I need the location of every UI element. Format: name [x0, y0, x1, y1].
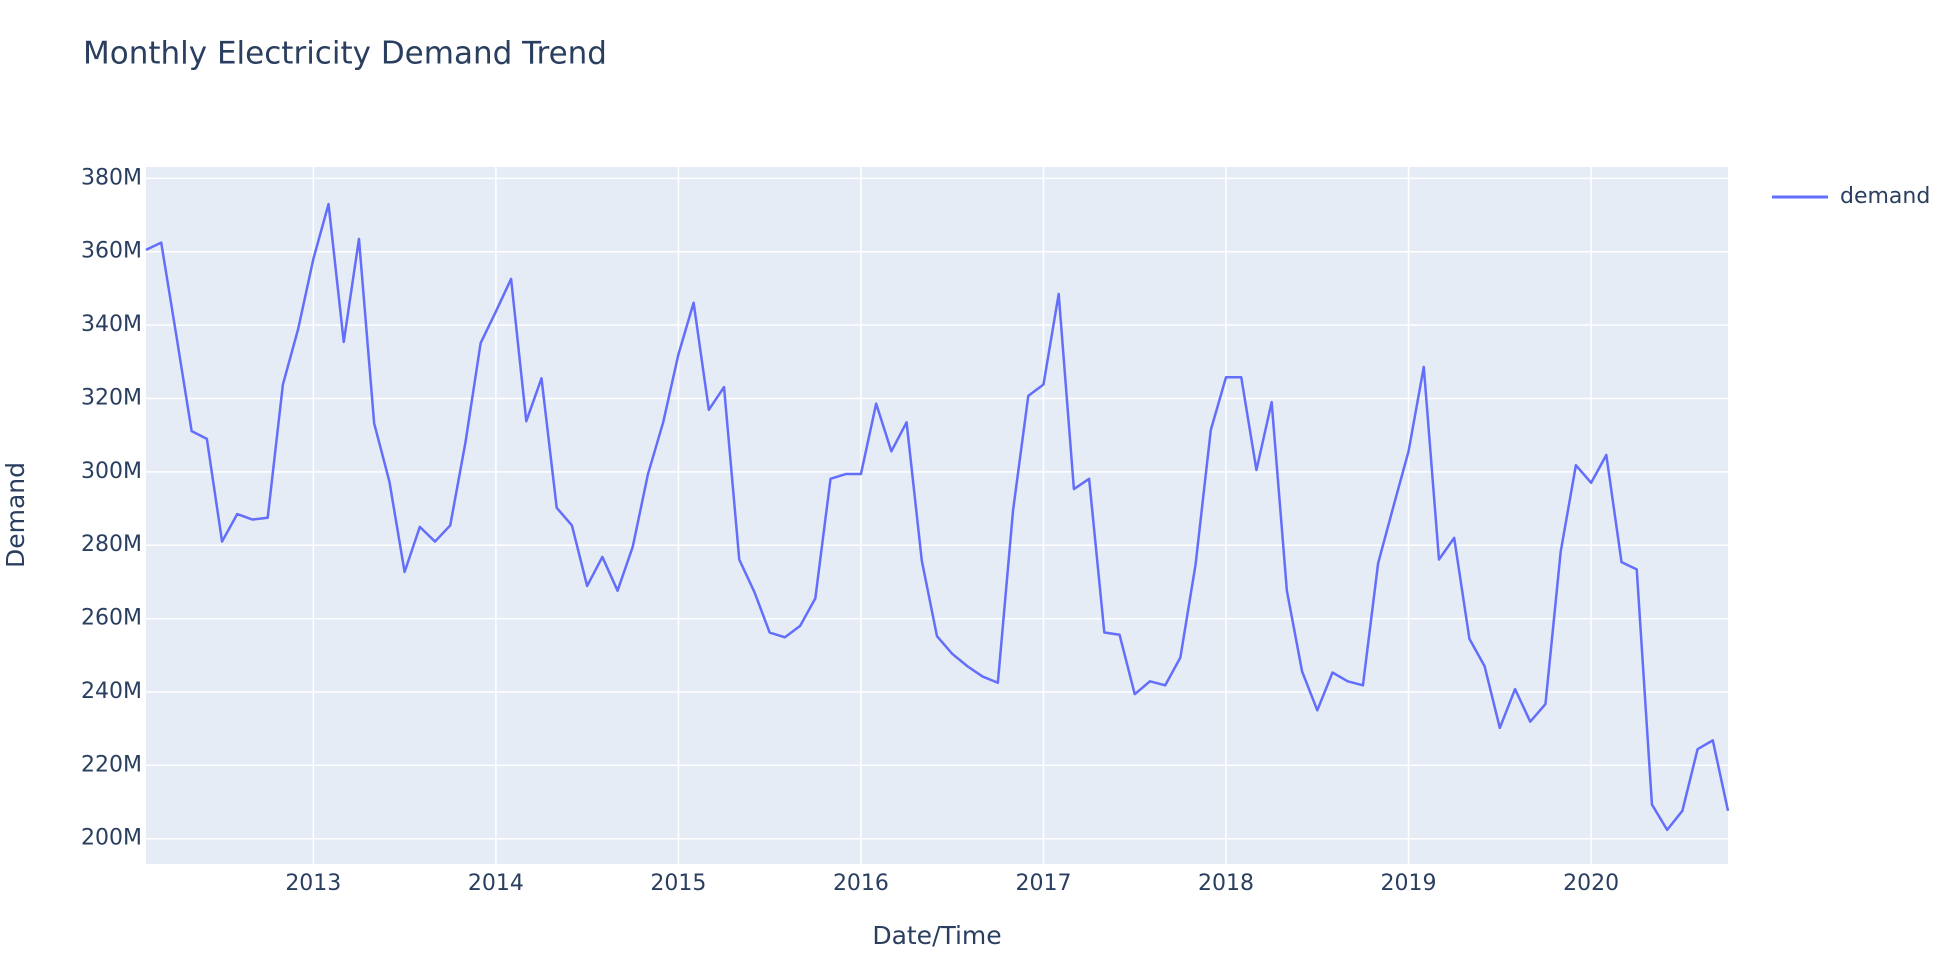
x-axis-title: Date/Time — [872, 921, 1001, 950]
x-tick-label: 2013 — [285, 871, 341, 896]
x-tick-label: 2019 — [1381, 871, 1437, 896]
y-tick-label: 300M — [81, 459, 142, 484]
x-tick-label: 2016 — [833, 871, 889, 896]
data-line — [145, 202, 1730, 832]
y-tick-label: 340M — [81, 312, 142, 337]
y-tick-label: 280M — [81, 532, 142, 557]
y-tick-label: 320M — [81, 385, 142, 410]
y-tick-label: 260M — [81, 606, 142, 631]
legend-label: demand — [1840, 184, 1930, 209]
y-tick-label: 200M — [81, 826, 142, 851]
x-tick-label: 2015 — [650, 871, 706, 896]
y-tick-label: 220M — [81, 752, 142, 777]
y-tick-label: 360M — [81, 239, 142, 264]
plot-background — [146, 167, 1728, 864]
x-tick-label: 2014 — [468, 871, 524, 896]
y-axis-title: Demand — [1, 462, 30, 568]
chart-title: Monthly Electricity Demand Trend — [83, 36, 607, 72]
y-tick-label: 240M — [81, 679, 142, 704]
x-tick-label: 2020 — [1563, 871, 1619, 896]
y-tick-label: 380M — [81, 165, 142, 190]
x-tick-label: 2017 — [1015, 871, 1071, 896]
x-tick-label: 2018 — [1198, 871, 1254, 896]
